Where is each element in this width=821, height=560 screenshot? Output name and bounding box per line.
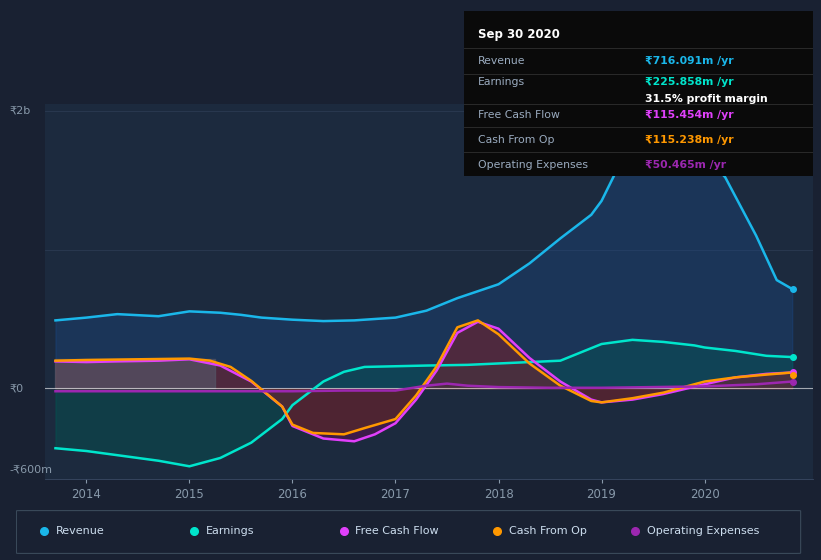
Text: Earnings: Earnings [478, 77, 525, 87]
Text: Free Cash Flow: Free Cash Flow [478, 110, 560, 120]
Text: ₹225.858m /yr: ₹225.858m /yr [645, 77, 734, 87]
Text: ₹2b: ₹2b [10, 105, 31, 115]
Text: Operating Expenses: Operating Expenses [647, 526, 759, 536]
Text: Sep 30 2020: Sep 30 2020 [478, 28, 560, 41]
Text: Operating Expenses: Operating Expenses [478, 160, 588, 170]
Text: Cash From Op: Cash From Op [478, 135, 554, 145]
FancyBboxPatch shape [16, 511, 800, 553]
Text: ₹716.091m /yr: ₹716.091m /yr [645, 56, 734, 66]
Text: ₹115.454m /yr: ₹115.454m /yr [645, 110, 734, 120]
Text: -₹600m: -₹600m [10, 464, 53, 474]
Text: Revenue: Revenue [478, 56, 525, 66]
Text: 31.5% profit margin: 31.5% profit margin [645, 94, 768, 104]
Text: Free Cash Flow: Free Cash Flow [355, 526, 439, 536]
Text: Cash From Op: Cash From Op [509, 526, 587, 536]
Text: Revenue: Revenue [56, 526, 104, 536]
Text: Earnings: Earnings [205, 526, 254, 536]
Text: ₹0: ₹0 [10, 384, 24, 394]
Text: ₹50.465m /yr: ₹50.465m /yr [645, 160, 727, 170]
Text: ₹115.238m /yr: ₹115.238m /yr [645, 135, 734, 145]
